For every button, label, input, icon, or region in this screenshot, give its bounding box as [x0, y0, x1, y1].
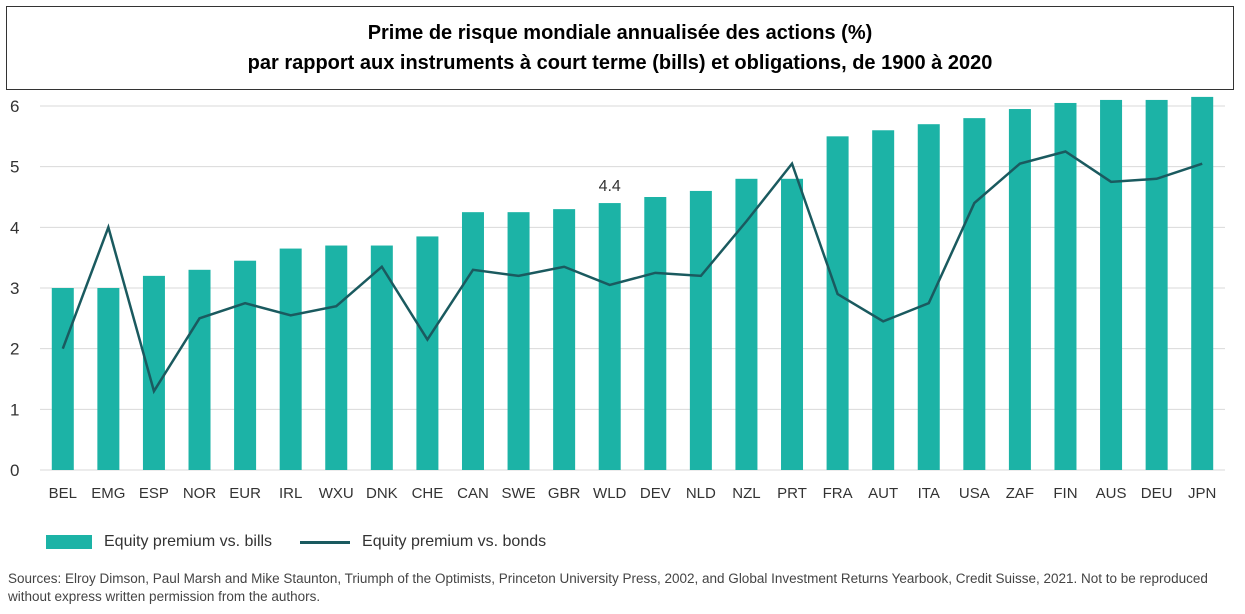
bar	[781, 178, 804, 471]
legend-label-bills: Equity premium vs. bills	[104, 533, 273, 550]
chart-legend: Equity premium vs. bills Equity premium …	[46, 530, 574, 554]
bar	[917, 124, 940, 470]
x-tick-label: DEU	[1141, 485, 1173, 502]
legend-bar-swatch	[46, 535, 92, 549]
x-tick-label: GBR	[548, 485, 581, 502]
y-tick-label: 5	[10, 158, 19, 177]
bar	[598, 203, 621, 471]
bar	[644, 197, 667, 470]
x-tick-label: CHE	[412, 485, 444, 502]
bar	[1191, 96, 1214, 471]
bar	[689, 190, 712, 470]
bar	[1008, 109, 1031, 471]
x-tick-label: JPN	[1188, 485, 1216, 502]
bar	[142, 275, 165, 470]
y-tick-label: 3	[10, 279, 19, 298]
x-tick-label: BEL	[49, 485, 77, 502]
x-tick-label: EUR	[229, 485, 261, 502]
bar	[370, 245, 393, 470]
chart-canvas: 0 1 2 3 4 5 6 BEL EMG ESP NOR EUR IRL WXU DNK CHE CAN SWE…	[10, 96, 1225, 502]
bar	[188, 269, 211, 470]
bar	[1145, 99, 1168, 470]
legend-item-bonds: Equity premium vs. bonds	[300, 533, 546, 551]
bar	[234, 260, 257, 470]
bar	[735, 178, 758, 471]
bar	[1054, 102, 1077, 470]
bar	[872, 130, 895, 470]
bar	[1100, 99, 1123, 470]
legend-line-swatch	[300, 540, 351, 544]
x-tick-label: WLD	[593, 485, 627, 502]
chart-title-line1: Prime de risque mondiale annualisée des …	[367, 22, 873, 44]
bar	[416, 236, 439, 470]
bar	[51, 288, 74, 470]
y-tick-label: 6	[10, 97, 19, 116]
data-label: 4.4	[599, 178, 621, 195]
bar	[553, 209, 576, 470]
bar	[826, 136, 849, 471]
chart-title-line2: par rapport aux instruments à court term…	[247, 52, 993, 74]
x-tick-label: ITA	[918, 485, 940, 502]
bonds-line	[61, 150, 1203, 395]
x-tick-label: DNK	[366, 485, 398, 502]
chart-title-box: Prime de risque mondiale annualisée des …	[6, 6, 1234, 90]
x-tick-label: NZL	[732, 485, 760, 502]
x-tick-label: DEV	[640, 485, 671, 502]
x-tick-label: EMG	[91, 485, 125, 502]
x-tick-label: NOR	[183, 485, 217, 502]
bar	[325, 245, 348, 470]
bar	[461, 212, 484, 470]
x-tick-label: SWE	[501, 485, 535, 502]
x-tick-label: USA	[959, 485, 990, 502]
source-note: Sources: Elroy Dimson, Paul Marsh and Mi…	[8, 571, 1208, 604]
bar	[963, 118, 986, 470]
legend-item-bills: Equity premium vs. bills	[46, 533, 272, 551]
y-tick-label: 0	[10, 461, 19, 480]
x-tick-label: AUT	[868, 485, 898, 502]
y-tick-label: 1	[10, 400, 19, 419]
legend-label-bonds: Equity premium vs. bonds	[362, 533, 547, 550]
bar	[279, 248, 302, 470]
x-tick-label: AUS	[1096, 485, 1127, 502]
x-tick-label: ESP	[139, 485, 169, 502]
bar	[97, 288, 120, 470]
x-tick-label: ZAF	[1006, 485, 1034, 502]
y-tick-label: 4	[10, 218, 19, 237]
y-tick-label: 2	[10, 340, 19, 359]
bar	[507, 212, 530, 470]
x-tick-label: PRT	[777, 485, 807, 502]
x-tick-label: FIN	[1053, 485, 1077, 502]
x-tick-label: CAN	[457, 485, 489, 502]
x-tick-label: FRA	[823, 485, 853, 502]
x-tick-label: NLD	[686, 485, 716, 502]
x-tick-label: IRL	[279, 485, 302, 502]
x-tick-label: WXU	[319, 485, 354, 502]
